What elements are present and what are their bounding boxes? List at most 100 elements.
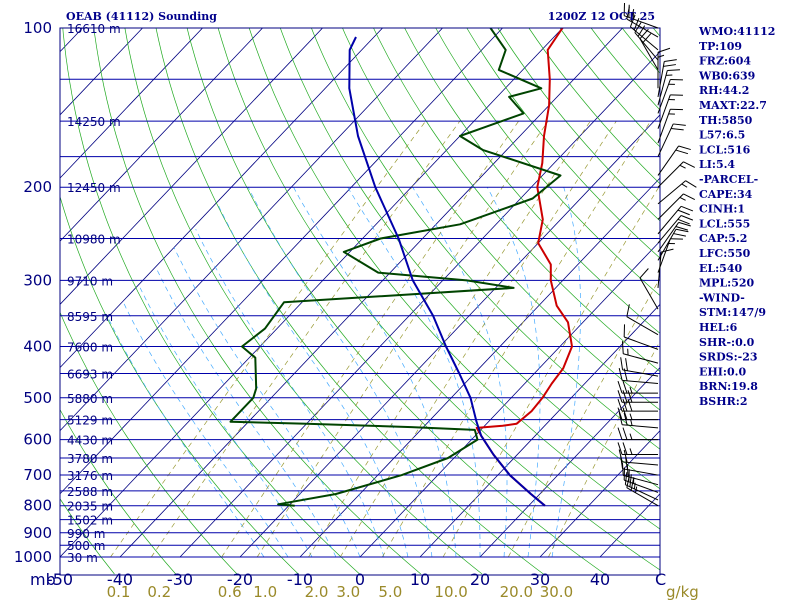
barb-flag xyxy=(683,193,695,201)
dry-adiabat-line xyxy=(60,311,238,575)
barb-staff xyxy=(630,26,659,51)
dry-adiabat-line xyxy=(435,28,660,297)
barb-staff xyxy=(622,424,659,429)
height-label: 30 m xyxy=(67,551,98,565)
dry-adiabat-line xyxy=(528,28,660,185)
temperature-tick-label: 0 xyxy=(355,570,365,589)
isotherm-line xyxy=(479,366,660,558)
height-label: 9710 m xyxy=(67,274,113,288)
stat-line: MPL:520 xyxy=(699,277,755,290)
profile-line-dewpoint xyxy=(229,28,562,507)
stat-line: CAP:5.2 xyxy=(699,232,747,245)
height-label: 5880 m xyxy=(67,392,113,406)
barb-flag xyxy=(673,123,686,126)
wind-barb xyxy=(657,228,689,261)
barb-flag xyxy=(618,412,623,425)
wind-barb xyxy=(657,193,695,220)
wind-barb xyxy=(621,341,659,364)
stat-line: HEL:6 xyxy=(699,321,738,334)
mixing-ratio-tick-label: 10.0 xyxy=(434,583,467,600)
barb-staff xyxy=(657,109,671,144)
wind-barb xyxy=(657,238,683,273)
barb-flag xyxy=(677,218,690,225)
barb-staff xyxy=(634,32,659,61)
barb-flag xyxy=(622,407,628,420)
temperature-tick-label: -20 xyxy=(227,570,253,589)
barb-flag xyxy=(634,21,642,33)
height-label: 990 m xyxy=(67,527,105,541)
wind-barb xyxy=(657,205,694,235)
barb-flag xyxy=(627,390,633,403)
barb-staff xyxy=(623,353,659,364)
barb-staff xyxy=(639,277,659,310)
wind-barb xyxy=(617,398,658,412)
barb-flag xyxy=(678,221,691,227)
mixing-ratio-tick-label: 30.0 xyxy=(540,583,573,600)
height-label: 8595 m xyxy=(67,310,113,324)
wind-barb xyxy=(617,442,658,455)
barb-flag xyxy=(622,398,628,412)
stat-line: CAPE:34 xyxy=(699,188,753,201)
stat-line: BRN:19.8 xyxy=(699,380,758,393)
barb-flag xyxy=(657,47,671,53)
mixing-ratio-line xyxy=(340,121,617,558)
barb-flag xyxy=(664,59,677,62)
pressure-tick-label: 200 xyxy=(23,178,52,196)
barb-flag xyxy=(680,215,694,221)
height-label: 3780 m xyxy=(67,452,113,466)
barb-flag xyxy=(618,367,623,381)
stat-line: WB0:639 xyxy=(698,69,755,82)
barb-staff xyxy=(625,484,659,501)
barb-staff xyxy=(657,228,677,261)
isotherm-line xyxy=(359,240,660,558)
barb-flag xyxy=(617,390,623,403)
barb-staff xyxy=(657,161,684,188)
wind-barb xyxy=(617,380,658,394)
height-label: 7600 m xyxy=(67,340,113,354)
wind-barb xyxy=(657,59,677,98)
isotherm-line xyxy=(539,430,660,558)
stat-line: MAXT:22.7 xyxy=(699,99,767,112)
barb-flag xyxy=(677,209,690,216)
barb-staff xyxy=(622,379,659,385)
barb-flag xyxy=(671,127,684,131)
barb-staff xyxy=(624,479,659,493)
temperature-tick-label: 20 xyxy=(470,570,490,589)
plot-frame xyxy=(59,27,661,576)
barb-flag xyxy=(617,407,623,420)
barb-flag xyxy=(625,358,628,371)
barb-staff xyxy=(657,70,668,106)
barb-flag xyxy=(617,398,623,412)
barb-flag xyxy=(617,442,623,455)
barb-staff xyxy=(622,369,659,377)
temperature-tick-label: -50 xyxy=(47,570,73,589)
moist-adiabat-line xyxy=(156,268,337,558)
barb-half-flag xyxy=(630,419,633,426)
wind-barb xyxy=(657,108,683,144)
height-label: 6693 m xyxy=(67,368,113,382)
mixing-ratio-tick-label: 3.0 xyxy=(336,583,360,600)
profile-lines xyxy=(229,28,573,507)
height-label: 3176 m xyxy=(67,469,113,483)
barb-flag xyxy=(621,341,624,354)
mixing-ratio-line xyxy=(151,120,461,558)
barb-staff xyxy=(657,193,684,220)
mixing-ratio-tick-label: 0.6 xyxy=(218,583,242,600)
stat-line: LI:5.4 xyxy=(699,158,735,171)
wind-barb xyxy=(657,94,683,129)
temperature-tick-label: 40 xyxy=(590,570,610,589)
barb-flag xyxy=(629,474,632,487)
stat-line: L57:6.5 xyxy=(699,129,745,142)
barb-flag xyxy=(622,380,628,394)
wind-barb xyxy=(617,407,658,421)
temperature-tick-label: 10 xyxy=(410,570,430,589)
barb-staff xyxy=(622,461,659,466)
barb-flag xyxy=(624,472,628,485)
dry-adiabat-line xyxy=(60,195,299,575)
dry-adiabat-line xyxy=(248,28,660,530)
barb-flag xyxy=(620,357,624,370)
dry-adiabat-line xyxy=(497,28,660,222)
barb-half-flag xyxy=(679,196,686,201)
